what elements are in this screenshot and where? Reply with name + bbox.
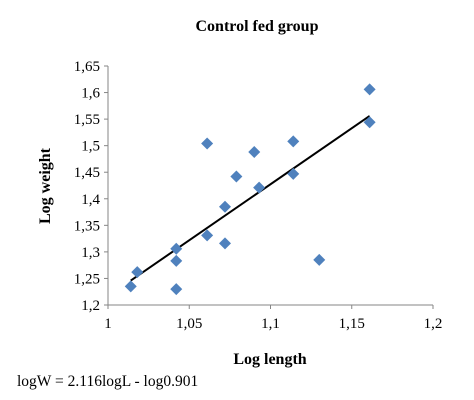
- data-point: [219, 237, 231, 249]
- data-point: [170, 255, 182, 267]
- y-tick-label: 1,6: [81, 86, 100, 102]
- regression-equation: logW = 2.116logL - log0.901: [17, 373, 198, 390]
- y-tick-label: 1,55: [74, 112, 100, 128]
- x-tick-label: 1,1: [261, 316, 280, 332]
- y-tick-label: 1,5: [81, 139, 100, 155]
- x-tick-label: 1,2: [424, 316, 443, 332]
- trendline: [131, 116, 370, 281]
- chart-title: Control fed group: [196, 18, 319, 35]
- y-tick-label: 1,2: [81, 298, 100, 314]
- data-point: [201, 138, 213, 150]
- x-tick-label: 1,05: [176, 316, 202, 332]
- x-tick-labels: 1 1,05 1,1 1,15 1,2: [104, 316, 442, 332]
- y-tick-label: 1,3: [81, 245, 100, 261]
- data-point: [248, 146, 260, 158]
- x-axis-label: Log length: [233, 351, 306, 368]
- data-point: [125, 280, 137, 292]
- y-tick-labels: 1,2 1,25 1,3 1,35 1,4 1,45 1,5 1,55 1,6 1,65: [74, 59, 101, 314]
- x-tick-label: 1: [104, 316, 112, 332]
- data-point: [313, 254, 325, 266]
- y-tick-label: 1,65: [74, 59, 100, 75]
- data-point: [131, 266, 143, 278]
- data-point: [230, 170, 242, 182]
- tick-marks: [104, 66, 433, 309]
- data-point: [287, 168, 299, 180]
- y-tick-label: 1,4: [81, 192, 100, 208]
- y-axis-label: Log weight: [37, 147, 54, 224]
- y-tick-label: 1,35: [74, 218, 100, 234]
- y-tick-label: 1,25: [74, 271, 100, 287]
- x-tick-label: 1,15: [339, 316, 365, 332]
- data-points: [125, 83, 376, 295]
- data-point: [364, 83, 376, 95]
- y-tick-label: 1,45: [74, 165, 100, 181]
- data-point: [219, 201, 231, 213]
- data-point: [170, 283, 182, 295]
- data-point: [253, 182, 265, 194]
- data-point: [287, 135, 299, 147]
